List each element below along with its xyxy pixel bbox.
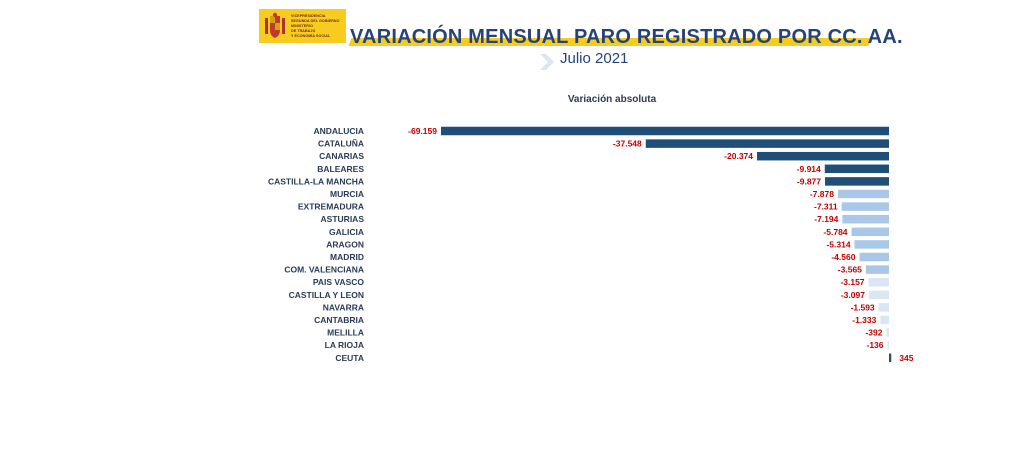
category-label: CASTILLA Y LEON bbox=[289, 290, 364, 300]
bar bbox=[841, 202, 889, 211]
value-label: -7.194 bbox=[814, 214, 838, 224]
bar bbox=[865, 265, 889, 274]
bar bbox=[889, 353, 892, 363]
logo-line-3: MINISTERIO bbox=[291, 24, 313, 28]
category-label: GALICIA bbox=[329, 227, 364, 237]
logo-line-1: VICEPRESIDENCIA bbox=[291, 14, 326, 18]
bar bbox=[842, 214, 889, 224]
category-label: NAVARRA bbox=[323, 302, 364, 312]
chevron-right-icon bbox=[540, 54, 554, 70]
category-label: COM. VALENCIANA bbox=[284, 265, 364, 275]
bar bbox=[868, 277, 889, 287]
logo-line-5: Y ECONOMÍA SOCIAL bbox=[291, 34, 331, 38]
category-label: LA RIOJA bbox=[325, 340, 364, 350]
value-label: -3.157 bbox=[840, 277, 864, 287]
bar bbox=[851, 227, 889, 237]
bar bbox=[859, 252, 889, 262]
category-label: BALEARES bbox=[317, 164, 364, 174]
bar bbox=[886, 328, 889, 337]
value-label: -136 bbox=[866, 340, 883, 350]
page-title: VARIACIÓN MENSUAL PARO REGISTRADO POR CC… bbox=[350, 26, 903, 48]
logo-line-2: SEGUNDA DEL GOBIERNO bbox=[291, 19, 340, 23]
value-label: -3.097 bbox=[841, 290, 865, 300]
chart-title: Variación absoluta bbox=[567, 94, 657, 105]
bar bbox=[824, 164, 889, 174]
bar bbox=[645, 139, 889, 148]
bar bbox=[868, 290, 889, 300]
category-label: ANDALUCIA bbox=[313, 126, 364, 136]
coat-of-arms-icon bbox=[265, 12, 285, 38]
value-label: -9.914 bbox=[797, 164, 821, 174]
value-label: -7.311 bbox=[814, 202, 838, 212]
bar bbox=[757, 151, 889, 161]
bar bbox=[887, 340, 889, 350]
category-label: ARAGON bbox=[326, 239, 364, 249]
title-block: VARIACIÓN MENSUAL PARO REGISTRADO POR CC… bbox=[348, 20, 903, 54]
bar bbox=[854, 240, 889, 249]
bar bbox=[837, 189, 889, 199]
value-label: -69.159 bbox=[408, 126, 437, 136]
bar bbox=[825, 177, 889, 186]
value-label: -5.314 bbox=[826, 239, 850, 249]
category-label: MADRID bbox=[330, 252, 364, 262]
value-label: 345 bbox=[899, 353, 913, 363]
category-label: CANTABRIA bbox=[314, 315, 364, 325]
value-label: -7.878 bbox=[810, 189, 834, 199]
value-label: -20.374 bbox=[724, 151, 753, 161]
logo-line-4: DE TRABAJO bbox=[291, 29, 316, 33]
value-label: -3.565 bbox=[838, 265, 862, 275]
category-label: MURCIA bbox=[330, 189, 364, 199]
value-label: -9.877 bbox=[797, 176, 821, 186]
bar bbox=[880, 315, 889, 325]
page-subtitle: Julio 2021 bbox=[560, 50, 629, 67]
value-label: -1.333 bbox=[852, 315, 876, 325]
category-label: CASTILLA-LA MANCHA bbox=[268, 176, 364, 186]
category-label: CEUTA bbox=[335, 353, 364, 363]
value-label: -37.548 bbox=[613, 139, 642, 149]
value-label: -392 bbox=[865, 328, 882, 338]
value-label: -1.593 bbox=[851, 302, 875, 312]
bar bbox=[878, 303, 889, 312]
category-label: MELILLA bbox=[327, 328, 364, 338]
category-label: CATALUÑA bbox=[318, 139, 364, 149]
bar bbox=[441, 126, 889, 136]
value-label: -4.560 bbox=[831, 252, 855, 262]
category-label: EXTREMADURA bbox=[298, 202, 364, 212]
category-label: ASTURIAS bbox=[321, 214, 365, 224]
value-label: -5.784 bbox=[823, 227, 847, 237]
category-label: PAIS VASCO bbox=[313, 277, 365, 287]
category-label: CANARIAS bbox=[319, 151, 364, 161]
government-logo: VICEPRESIDENCIA SEGUNDA DEL GOBIERNO MIN… bbox=[259, 9, 346, 43]
